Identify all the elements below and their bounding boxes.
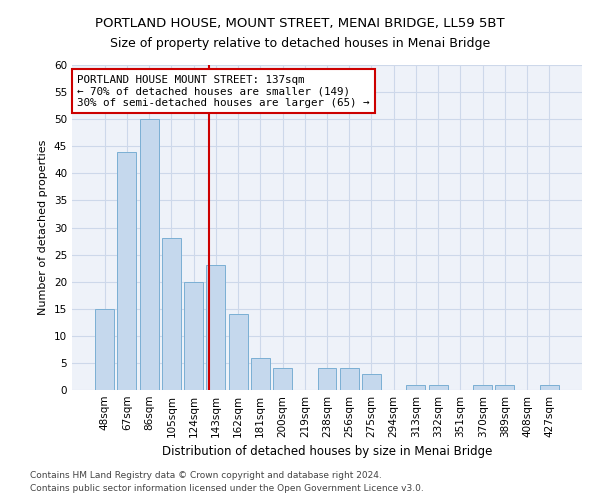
Bar bbox=[140, 119, 158, 390]
Bar bbox=[229, 314, 248, 390]
Bar bbox=[206, 266, 225, 390]
Bar bbox=[540, 384, 559, 390]
Bar bbox=[473, 384, 492, 390]
Bar bbox=[429, 384, 448, 390]
Text: Contains HM Land Registry data © Crown copyright and database right 2024.: Contains HM Land Registry data © Crown c… bbox=[30, 470, 382, 480]
Bar bbox=[95, 308, 114, 390]
Bar bbox=[251, 358, 270, 390]
Bar bbox=[118, 152, 136, 390]
Y-axis label: Number of detached properties: Number of detached properties bbox=[38, 140, 49, 315]
X-axis label: Distribution of detached houses by size in Menai Bridge: Distribution of detached houses by size … bbox=[162, 446, 492, 458]
Text: Size of property relative to detached houses in Menai Bridge: Size of property relative to detached ho… bbox=[110, 38, 490, 51]
Bar bbox=[184, 282, 203, 390]
Bar bbox=[317, 368, 337, 390]
Text: PORTLAND HOUSE MOUNT STREET: 137sqm
← 70% of detached houses are smaller (149)
3: PORTLAND HOUSE MOUNT STREET: 137sqm ← 70… bbox=[77, 74, 370, 108]
Bar bbox=[273, 368, 292, 390]
Bar bbox=[162, 238, 181, 390]
Text: Contains public sector information licensed under the Open Government Licence v3: Contains public sector information licen… bbox=[30, 484, 424, 493]
Bar bbox=[340, 368, 359, 390]
Bar bbox=[406, 384, 425, 390]
Bar bbox=[496, 384, 514, 390]
Bar bbox=[362, 374, 381, 390]
Text: PORTLAND HOUSE, MOUNT STREET, MENAI BRIDGE, LL59 5BT: PORTLAND HOUSE, MOUNT STREET, MENAI BRID… bbox=[95, 18, 505, 30]
